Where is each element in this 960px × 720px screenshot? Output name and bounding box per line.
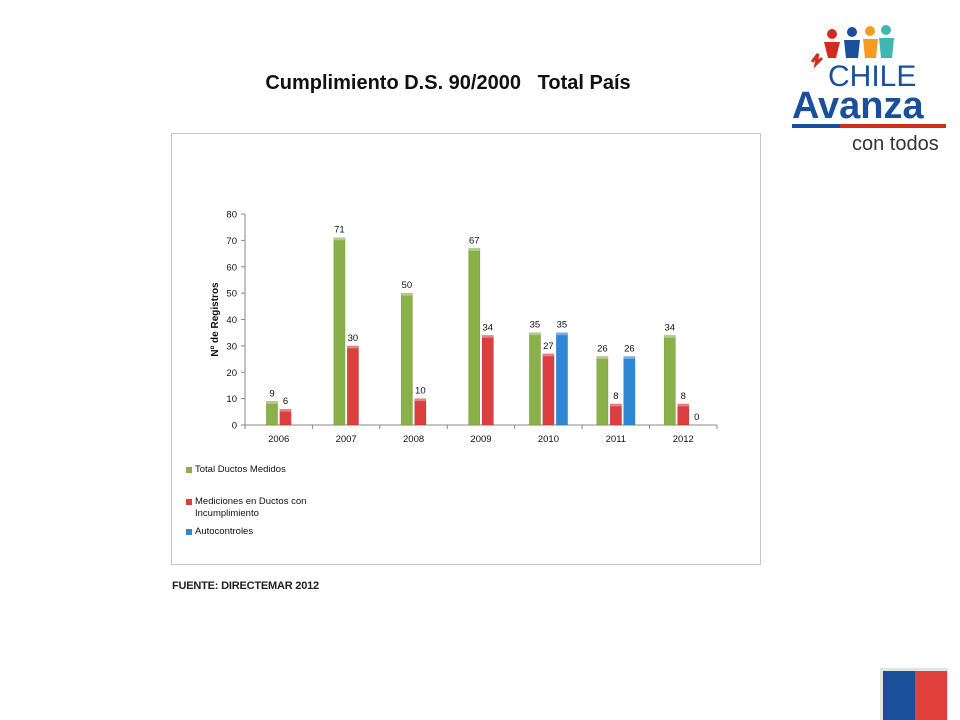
legend-item: Mediciones en Ductos con Incumplimiento xyxy=(186,496,345,520)
children-figures-icon xyxy=(810,25,894,69)
x-tick-label: 2009 xyxy=(470,434,491,445)
x-tick-label: 2010 xyxy=(538,434,559,445)
y-tick-label: 10 xyxy=(226,394,237,405)
bar xyxy=(279,408,292,426)
data-label: 26 xyxy=(597,343,608,354)
bar xyxy=(333,237,346,426)
data-label: 34 xyxy=(482,322,493,333)
bar-highlight xyxy=(529,332,541,336)
y-axis-title: Nº de Registros xyxy=(210,282,221,357)
bar-highlight xyxy=(623,356,636,359)
logo-line1: CHILE xyxy=(828,60,916,93)
logo-stripe-blue xyxy=(792,124,840,128)
data-label: 8 xyxy=(681,391,686,402)
data-label: 9 xyxy=(269,388,274,399)
slide-title: Cumplimiento D.S. 90/2000 Total País xyxy=(265,72,631,94)
chart-frame: 0 10 20 30 40 50 60 70 80 Nº de Registros 2006 2007… xyxy=(171,133,761,565)
chile-avanza-logo: CHILE Avanza con todos xyxy=(792,25,946,155)
bar xyxy=(596,356,609,426)
data-label: 10 xyxy=(415,386,426,397)
legend-item: Autocontroles xyxy=(186,526,345,538)
bar-highlight xyxy=(266,401,278,404)
bar-highlight xyxy=(468,248,480,251)
data-label: 67 xyxy=(469,235,480,246)
x-tick-label: 2007 xyxy=(336,434,357,445)
bar-highlight xyxy=(677,403,690,407)
y-tick-label: 30 xyxy=(226,341,237,352)
x-tick-label: 2011 xyxy=(606,434,626,445)
y-tick-label: 0 xyxy=(232,421,237,432)
data-label: 50 xyxy=(402,280,413,291)
data-label: 0 xyxy=(694,412,699,423)
chart-legend: Total Ductos Medidos Mediciones en Ductos… xyxy=(186,464,345,558)
bar-highlight xyxy=(347,345,359,349)
data-label: 26 xyxy=(624,343,635,354)
y-tick-label: 70 xyxy=(226,236,237,247)
data-label: 6 xyxy=(283,396,288,407)
bar-highlight xyxy=(279,409,292,412)
x-tick-label: 2008 xyxy=(403,434,424,445)
bar xyxy=(400,292,413,426)
data-label: 8 xyxy=(613,391,618,402)
bar xyxy=(542,353,555,426)
data-label: 34 xyxy=(664,322,675,333)
y-tick-label: 20 xyxy=(226,368,237,379)
bar xyxy=(555,332,568,426)
y-tick-label: 80 xyxy=(226,210,237,221)
bar-highlight xyxy=(401,293,413,296)
bar-highlight xyxy=(333,237,346,241)
legend-swatch xyxy=(186,529,192,535)
logo-line3: con todos xyxy=(852,133,939,155)
bar xyxy=(677,403,690,426)
bar xyxy=(623,356,636,426)
legend-swatch xyxy=(186,499,192,505)
legend-swatch xyxy=(186,467,192,473)
bar-highlight xyxy=(482,335,494,338)
x-tick-label: 2012 xyxy=(673,434,694,445)
legend-label: Total Ductos Medidos xyxy=(195,464,286,475)
bar-highlight xyxy=(664,335,676,338)
data-label: 27 xyxy=(543,341,554,352)
bar-highlight xyxy=(610,403,622,407)
x-tick-label: 2006 xyxy=(268,434,289,445)
y-tick-label: 60 xyxy=(226,262,237,273)
bar xyxy=(609,403,622,426)
bar xyxy=(346,345,359,426)
y-tick-label: 40 xyxy=(226,315,237,326)
data-label: 71 xyxy=(334,225,345,236)
logo-stripe-red xyxy=(840,124,946,128)
bar xyxy=(663,335,676,426)
bar xyxy=(468,248,481,426)
bar xyxy=(528,332,541,426)
bar-highlight xyxy=(414,398,427,402)
legend-item: Total Ductos Medidos xyxy=(186,464,345,476)
bar-highlight xyxy=(556,332,568,336)
chile-flag-icon xyxy=(880,668,948,720)
data-label: 35 xyxy=(530,320,541,331)
bar xyxy=(414,398,427,426)
legend-label: Autocontroles xyxy=(195,526,254,537)
bar xyxy=(265,401,278,426)
bar-highlight xyxy=(596,356,609,359)
y-tick-label: 50 xyxy=(226,289,237,300)
data-label: 30 xyxy=(348,333,359,344)
legend-label: Mediciones en Ductos con Incumplimiento xyxy=(195,496,307,519)
bar-highlight xyxy=(542,353,555,357)
data-label: 35 xyxy=(557,320,568,331)
bar xyxy=(481,335,494,426)
logo-line2: Avanza xyxy=(792,85,925,127)
source-note: FUENTE: DIRECTEMAR 2012 xyxy=(172,580,319,592)
